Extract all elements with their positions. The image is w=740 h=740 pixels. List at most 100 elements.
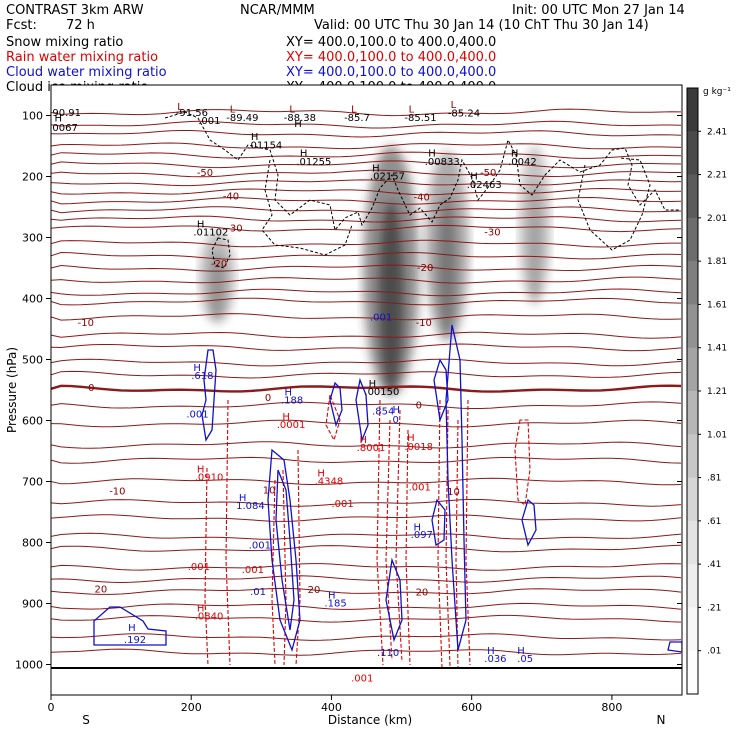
contour-annotation: .001	[242, 565, 264, 576]
isotherm	[51, 239, 681, 248]
contour-annotation: .00833	[425, 157, 460, 168]
isotherm	[51, 224, 682, 233]
isotherm	[51, 587, 682, 595]
x-axis-end-south: S	[82, 713, 90, 727]
contour-annotation: H	[428, 148, 436, 159]
contour-annotation: -40	[223, 192, 239, 203]
contour-annotation: 0	[416, 400, 422, 411]
contour-annotation: .854	[372, 406, 394, 417]
contour-annotation: -91.56	[176, 108, 208, 119]
cloud-water-contours	[93, 324, 682, 653]
contour-annotation: 20	[308, 585, 321, 596]
contour-annotation: H	[197, 220, 205, 231]
rain-water-contours	[204, 392, 531, 669]
contour-annotation: .001	[351, 674, 373, 685]
contour-annotation: .01	[250, 587, 266, 598]
x-tick-label: 0	[48, 701, 55, 714]
colorbar-label: .41	[707, 560, 721, 570]
contour-annotation: L	[351, 104, 357, 115]
contour-annotation: H	[359, 435, 367, 446]
rain-contour	[204, 467, 209, 666]
contour-annotation: .001	[198, 116, 220, 127]
contour-annotation: -30	[226, 223, 242, 234]
contour-annotation: .001	[188, 562, 210, 573]
isotherm	[51, 633, 682, 641]
valid-label: Valid: 00 UTC Thu 30 Jan 14 (10 ChT Thu …	[314, 18, 649, 33]
colorbar-label: 2.01	[707, 214, 727, 224]
snow-plume-core	[527, 180, 542, 302]
colorbar-swatch	[687, 304, 698, 349]
y-tick-label: 400	[22, 293, 43, 306]
colorbar-label: .01	[707, 647, 721, 657]
contour-annotation: .001	[370, 312, 392, 323]
contour-annotation: .0840	[195, 611, 224, 622]
contour-annotation: H	[294, 119, 302, 130]
isotherm	[51, 130, 682, 138]
contour-annotation: H	[282, 412, 290, 423]
isotherm	[51, 648, 682, 656]
isotherm	[51, 343, 682, 352]
plot-content: L-91.56.00190.91H0067L-89.49L-88.38HL-85…	[51, 100, 682, 685]
contour-annotation: .036	[484, 654, 506, 665]
field-xy-rain: XY= 400.0,100.0 to 400.0,400.0	[286, 50, 496, 65]
colorbar-unit: g kg⁻¹	[703, 87, 731, 97]
contour-annotation: L	[177, 102, 183, 113]
cloud-water-contour	[201, 349, 217, 442]
cloud-water-contour	[667, 641, 682, 653]
contour-annotation: .0001	[277, 420, 306, 431]
x-axis: 0 200 400 600 800	[48, 695, 622, 714]
y-tick-label: 200	[22, 171, 43, 184]
contour-annotations: L-91.56.00190.91H0067L-89.49L-88.38HL-85…	[52, 100, 536, 684]
cloud-water-contour	[431, 498, 446, 547]
rain-contour	[405, 429, 411, 666]
isotherm	[51, 370, 682, 379]
isotherm	[51, 215, 682, 223]
contour-annotation: H	[407, 433, 415, 444]
contour-annotation: .01255	[296, 157, 331, 168]
contour-annotation: 0	[392, 415, 398, 426]
cloud-water-contour	[385, 557, 403, 643]
center-label: NCAR/MMM	[240, 3, 315, 18]
isotherm	[51, 563, 682, 571]
x-tick-label: 800	[601, 701, 622, 714]
contour-annotation: .05	[517, 654, 533, 665]
field-xy-snow: XY= 400.0,100.0 to 400.0,400.0	[286, 35, 496, 50]
contour-annotation: H	[369, 379, 377, 390]
isotherm	[51, 108, 682, 117]
rain-contour	[295, 449, 301, 666]
contour-annotation: -20	[417, 263, 433, 274]
snow-plume-core	[437, 193, 458, 338]
isotherm	[51, 120, 682, 129]
contour-annotation: H	[317, 469, 325, 480]
contour-annotation: .097	[411, 530, 433, 541]
colorbar-swatch	[687, 477, 698, 522]
contour-annotation: 0	[88, 383, 94, 394]
isotherm	[51, 313, 682, 321]
fcst-value: 72 h	[66, 18, 95, 33]
contour-annotation: -85.24	[448, 109, 480, 120]
contour-annotation: H	[328, 591, 336, 602]
isotherm	[51, 477, 682, 486]
contour-annotation: .0042	[508, 157, 537, 168]
contour-annotation: .001	[331, 499, 353, 510]
field-xy-cloud-water: XY= 400.0,100.0 to 400.0,400.0	[286, 65, 496, 80]
isotherm	[51, 544, 682, 553]
contour-annotation: H	[239, 493, 247, 504]
isotherm	[51, 196, 682, 205]
contour-annotation: H	[55, 114, 63, 125]
colorbar-swatch	[687, 564, 698, 608]
contour-annotation: -40	[413, 192, 429, 203]
colorbar-swatch	[687, 217, 698, 262]
isotherm	[51, 251, 682, 260]
contour-annotation: .001	[409, 483, 431, 494]
contour-annotation: H	[284, 387, 292, 398]
contour-annotation: H	[470, 172, 478, 183]
colorbar-swatch	[687, 88, 698, 132]
contour-annotation: H	[128, 623, 136, 634]
colorbar-label: 2.41	[707, 127, 727, 137]
contour-annotation: 0	[265, 393, 271, 404]
contour-annotation: H	[517, 646, 525, 657]
contour-annotation: .0910	[195, 472, 224, 483]
rain-contour	[271, 479, 276, 666]
